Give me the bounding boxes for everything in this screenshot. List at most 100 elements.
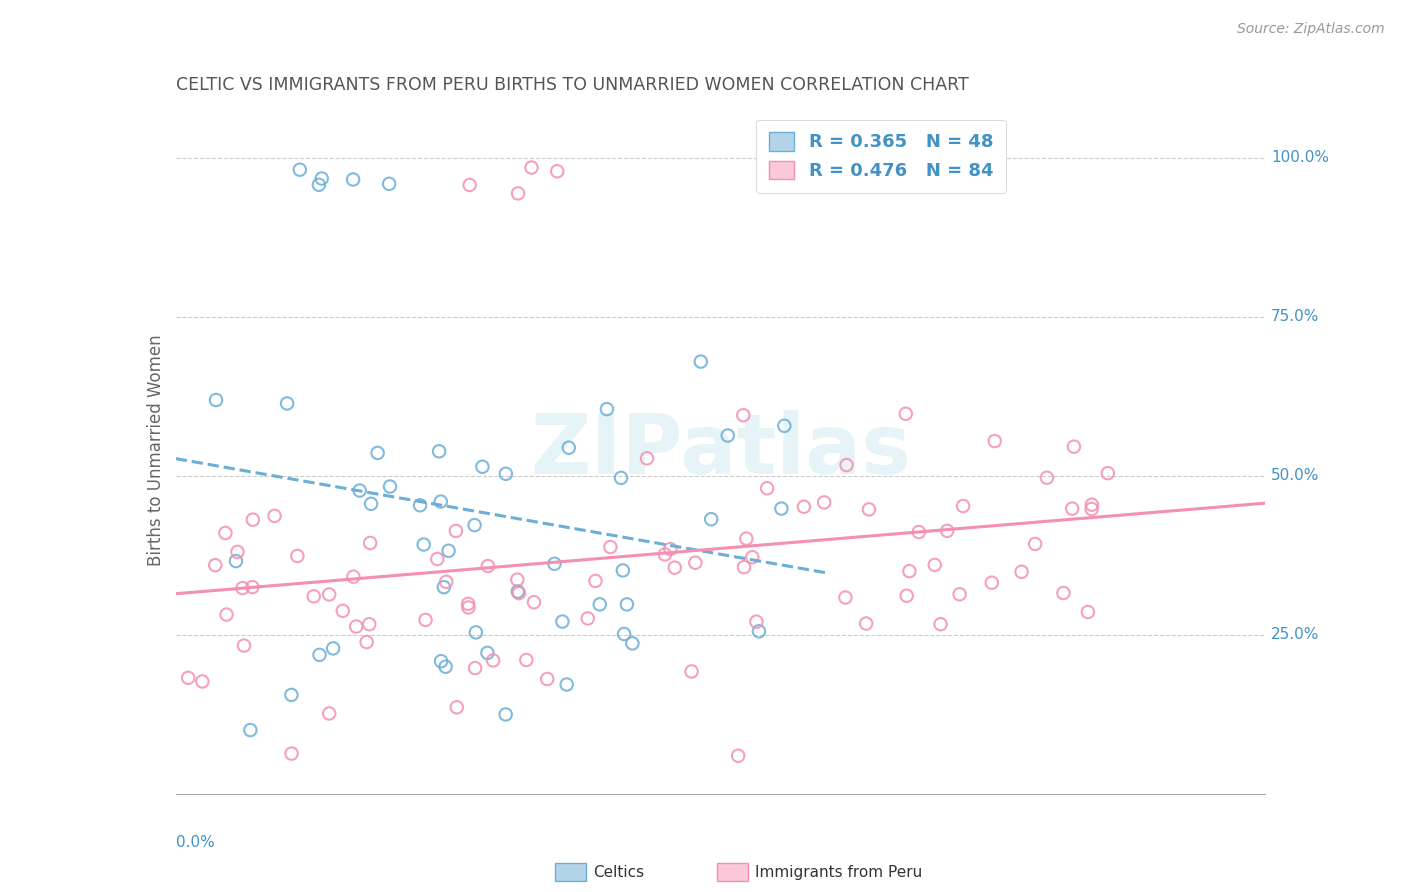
Text: CELTIC VS IMMIGRANTS FROM PERU BIRTHS TO UNMARRIED WOMEN CORRELATION CHART: CELTIC VS IMMIGRANTS FROM PERU BIRTHS TO… bbox=[176, 77, 969, 95]
Point bbox=[1024, 537, 1046, 551]
Point bbox=[745, 615, 768, 629]
Text: Immigrants from Peru: Immigrants from Peru bbox=[755, 865, 922, 880]
Point bbox=[242, 513, 264, 527]
Point bbox=[543, 557, 565, 571]
Point bbox=[612, 563, 634, 577]
Point bbox=[980, 575, 1002, 590]
Point bbox=[773, 418, 796, 433]
Point bbox=[929, 617, 952, 632]
Point bbox=[949, 587, 972, 601]
Point bbox=[733, 408, 755, 422]
Point bbox=[664, 560, 686, 574]
Text: 100.0%: 100.0% bbox=[1271, 151, 1329, 165]
Text: 0.0%: 0.0% bbox=[176, 835, 215, 850]
Point bbox=[546, 164, 568, 178]
Point bbox=[1081, 498, 1104, 512]
Point bbox=[659, 542, 682, 557]
Point bbox=[700, 512, 723, 526]
Point bbox=[621, 636, 644, 650]
Point bbox=[748, 624, 770, 639]
Point bbox=[342, 570, 364, 584]
Point bbox=[226, 545, 249, 559]
Point bbox=[477, 646, 499, 660]
Point bbox=[1036, 471, 1059, 485]
Point bbox=[898, 564, 921, 578]
Point bbox=[437, 543, 460, 558]
Point bbox=[471, 459, 494, 474]
Point bbox=[515, 653, 537, 667]
Point bbox=[924, 558, 946, 572]
Point bbox=[1011, 565, 1033, 579]
Point bbox=[233, 639, 256, 653]
Point bbox=[177, 671, 200, 685]
Point bbox=[242, 580, 264, 594]
Point bbox=[288, 162, 311, 177]
Point bbox=[495, 707, 517, 722]
Y-axis label: Births to Unmarried Women: Births to Unmarried Women bbox=[146, 334, 165, 566]
Point bbox=[717, 428, 740, 442]
Point bbox=[585, 574, 607, 588]
Point bbox=[508, 586, 530, 600]
Text: 50.0%: 50.0% bbox=[1271, 468, 1319, 483]
Point bbox=[430, 654, 453, 668]
Point bbox=[636, 451, 658, 466]
Point bbox=[1097, 466, 1119, 480]
Point bbox=[495, 467, 517, 481]
Point bbox=[834, 591, 856, 605]
Point bbox=[232, 581, 254, 595]
Point bbox=[983, 434, 1005, 448]
Point bbox=[378, 479, 401, 493]
Point bbox=[727, 748, 749, 763]
Point bbox=[444, 524, 467, 538]
Point bbox=[610, 471, 633, 485]
Point bbox=[1063, 440, 1085, 454]
Point bbox=[342, 172, 364, 186]
Point bbox=[613, 627, 636, 641]
Legend: R = 0.365   N = 48, R = 0.476   N = 84: R = 0.365 N = 48, R = 0.476 N = 84 bbox=[756, 120, 1005, 193]
Point bbox=[551, 615, 574, 629]
Point bbox=[349, 483, 371, 498]
Point bbox=[681, 665, 703, 679]
Point bbox=[1077, 605, 1099, 619]
Point bbox=[855, 616, 877, 631]
Point bbox=[506, 584, 529, 599]
Text: ZIPatlas: ZIPatlas bbox=[530, 410, 911, 491]
Point bbox=[1080, 502, 1102, 516]
Point bbox=[205, 392, 228, 407]
Point bbox=[204, 558, 226, 573]
Point bbox=[689, 354, 711, 368]
Point bbox=[311, 171, 333, 186]
Point bbox=[536, 672, 558, 686]
Point bbox=[344, 619, 367, 633]
Point bbox=[477, 559, 499, 574]
Point bbox=[214, 525, 236, 540]
Point bbox=[426, 552, 449, 566]
Point bbox=[1052, 586, 1074, 600]
Point bbox=[599, 540, 621, 554]
Point bbox=[318, 587, 340, 601]
Text: Source: ZipAtlas.com: Source: ZipAtlas.com bbox=[1237, 22, 1385, 37]
Point bbox=[434, 574, 457, 589]
Point bbox=[1062, 501, 1084, 516]
Point bbox=[457, 600, 479, 615]
Point bbox=[770, 501, 793, 516]
Point bbox=[332, 604, 354, 618]
Point bbox=[558, 441, 581, 455]
Point bbox=[356, 635, 378, 649]
Point bbox=[263, 508, 285, 523]
Point bbox=[482, 653, 505, 667]
Point bbox=[793, 500, 815, 514]
Point bbox=[520, 161, 543, 175]
Point bbox=[359, 536, 381, 550]
Point bbox=[741, 550, 763, 565]
Point bbox=[434, 659, 457, 673]
Point bbox=[359, 617, 381, 632]
Point bbox=[907, 524, 929, 539]
Point bbox=[308, 178, 330, 192]
Point bbox=[378, 177, 401, 191]
Point bbox=[457, 597, 479, 611]
Point bbox=[302, 590, 325, 604]
Point bbox=[429, 494, 451, 508]
Point bbox=[367, 446, 389, 460]
Point bbox=[685, 556, 707, 570]
